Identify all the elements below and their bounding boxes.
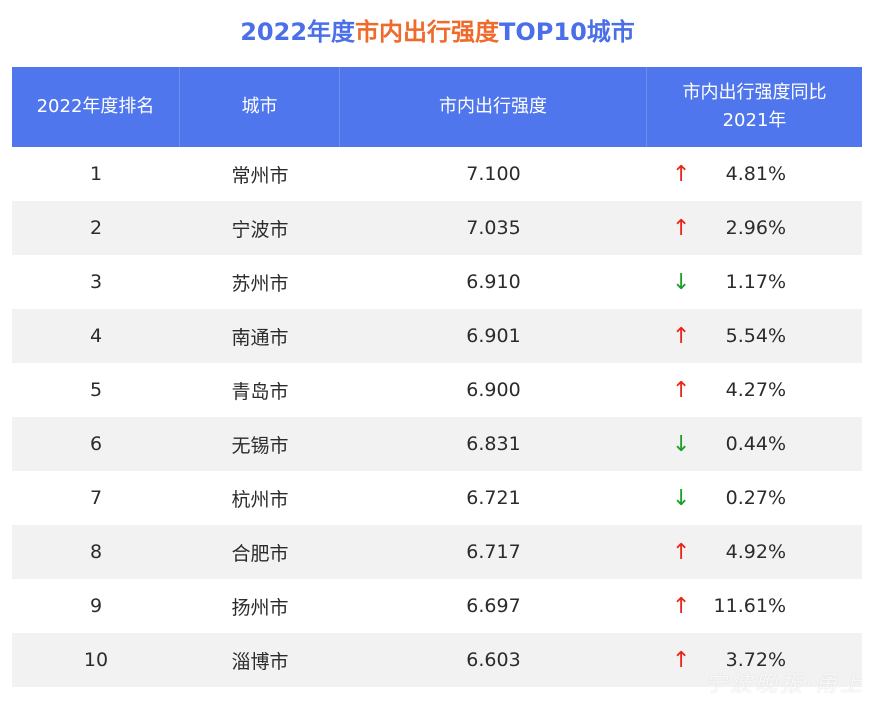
change-percent: 4.92% (725, 541, 786, 563)
header-change-line2: 2021年 (722, 110, 787, 131)
cell-intensity: 6.717 (466, 541, 521, 563)
arrow-up-icon: ↑ (672, 323, 691, 349)
table-row: 10 淄博市 6.603 ↑ 3.72% (12, 633, 862, 687)
cell-rank: 6 (89, 433, 103, 455)
table-row: 1 常州市 7.100 ↑ 4.81% (12, 147, 862, 201)
arrow-up-icon: ↑ (672, 539, 691, 565)
arrow-up-icon: ↑ (672, 593, 691, 619)
header-rank: 2022年度排名 (12, 67, 180, 147)
cell-intensity: 6.721 (466, 487, 521, 509)
cell-change: ↑ 11.61% (647, 579, 862, 633)
cell-intensity: 6.603 (466, 649, 521, 671)
cell-city: 青岛市 (231, 380, 289, 403)
arrow-down-icon: ↓ (672, 431, 691, 457)
cell-rank: 2 (89, 217, 103, 239)
cell-change: ↓ 1.17% (647, 255, 862, 309)
table-header: 2022年度排名 城市 市内出行强度 市内出行强度同比 2021年 (12, 67, 862, 147)
change-percent: 11.61% (713, 595, 786, 617)
arrow-down-icon: ↓ (672, 269, 691, 295)
table-row: 7 杭州市 6.721 ↓ 0.27% (12, 471, 862, 525)
table-row: 5 青岛市 6.900 ↑ 4.27% (12, 363, 862, 417)
arrow-up-icon: ↑ (672, 161, 691, 187)
table-body: 1 常州市 7.100 ↑ 4.81% 2 宁波市 7.035 ↑ 2.96% 3 苏州市 6.910 ↓… (12, 147, 862, 687)
arrow-up-icon: ↑ (672, 647, 691, 673)
cell-rank: 10 (83, 649, 109, 671)
change-percent: 2.96% (725, 217, 786, 239)
cell-intensity: 6.831 (466, 433, 521, 455)
cell-rank: 8 (89, 541, 103, 563)
title-year: 2022年度 (240, 18, 356, 46)
cell-change: ↑ 5.54% (647, 309, 862, 363)
cell-rank: 9 (89, 595, 103, 617)
cell-intensity: 6.901 (466, 325, 521, 347)
cell-rank: 7 (89, 487, 103, 509)
table-row: 9 扬州市 6.697 ↑ 11.61% (12, 579, 862, 633)
cell-change: ↑ 4.27% (647, 363, 862, 417)
chart-title: 2022年度市内出行强度TOP10城市 (0, 12, 875, 47)
cell-rank: 3 (89, 271, 103, 293)
header-change: 市内出行强度同比 2021年 (647, 67, 862, 147)
cell-city: 扬州市 (231, 596, 289, 619)
change-percent: 5.54% (725, 325, 786, 347)
change-percent: 3.72% (725, 649, 786, 671)
arrow-down-icon: ↓ (672, 485, 691, 511)
table-row: 2 宁波市 7.035 ↑ 2.96% (12, 201, 862, 255)
table-row: 8 合肥市 6.717 ↑ 4.92% (12, 525, 862, 579)
cell-change: ↑ 3.72% (647, 633, 862, 687)
header-intensity: 市内出行强度 (340, 67, 647, 147)
change-percent: 4.81% (725, 163, 786, 185)
cell-rank: 1 (89, 163, 103, 185)
change-percent: 1.17% (725, 271, 786, 293)
cell-intensity: 6.697 (466, 595, 521, 617)
cell-city: 淄博市 (231, 650, 289, 673)
cell-change: ↑ 4.81% (647, 147, 862, 201)
cell-change: ↓ 0.27% (647, 471, 862, 525)
cell-city: 苏州市 (231, 272, 289, 295)
cell-intensity: 7.100 (466, 163, 521, 185)
arrow-up-icon: ↑ (672, 215, 691, 241)
header-change-line1: 市内出行强度同比 (682, 82, 827, 103)
change-percent: 0.27% (725, 487, 786, 509)
cell-change: ↑ 2.96% (647, 201, 862, 255)
cell-city: 杭州市 (231, 488, 289, 511)
arrow-up-icon: ↑ (672, 377, 691, 403)
header-city: 城市 (180, 67, 340, 147)
cell-city: 无锡市 (231, 434, 289, 457)
change-percent: 4.27% (725, 379, 786, 401)
title-metric: 市内出行强度 (355, 18, 500, 46)
cell-intensity: 6.900 (466, 379, 521, 401)
title-top10: TOP10城市 (499, 18, 635, 46)
change-percent: 0.44% (725, 433, 786, 455)
cell-rank: 4 (89, 325, 103, 347)
cell-city: 常州市 (231, 164, 289, 187)
table-row: 3 苏州市 6.910 ↓ 1.17% (12, 255, 862, 309)
cell-city: 宁波市 (231, 218, 289, 241)
cell-intensity: 7.035 (466, 217, 521, 239)
cell-intensity: 6.910 (466, 271, 521, 293)
cell-city: 南通市 (231, 326, 289, 349)
ranking-table: 2022年度排名 城市 市内出行强度 市内出行强度同比 2021年 1 常州市 7.… (12, 67, 862, 687)
table-row: 4 南通市 6.901 ↑ 5.54% (12, 309, 862, 363)
cell-city: 合肥市 (231, 542, 289, 565)
table-row: 6 无锡市 6.831 ↓ 0.44% (12, 417, 862, 471)
cell-change: ↓ 0.44% (647, 417, 862, 471)
cell-change: ↑ 4.92% (647, 525, 862, 579)
cell-rank: 5 (89, 379, 103, 401)
